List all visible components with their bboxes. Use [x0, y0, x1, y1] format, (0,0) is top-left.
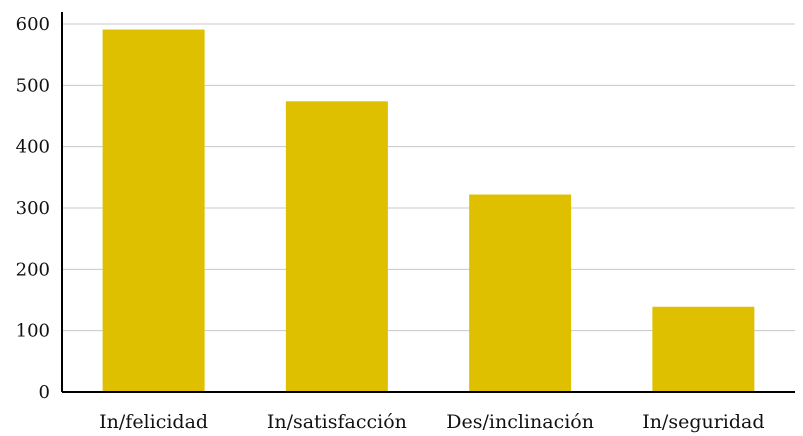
- bar: [469, 194, 572, 392]
- bar: [285, 101, 388, 392]
- x-category-label: In/felicidad: [99, 411, 208, 433]
- bars: [102, 29, 755, 393]
- y-tick-label: 200: [16, 259, 50, 280]
- y-tick-label: 400: [16, 137, 50, 158]
- y-tick-labels: 0 100 200 300 400 500 600: [16, 14, 50, 403]
- y-tick-label: 300: [16, 198, 50, 219]
- y-tick-label: 0: [39, 382, 50, 403]
- bar: [652, 306, 755, 392]
- y-tick-label: 600: [16, 14, 50, 35]
- bar: [102, 29, 205, 393]
- y-tick-label: 500: [16, 75, 50, 96]
- x-category-label: In/seguridad: [642, 411, 764, 433]
- axes: [61, 12, 795, 393]
- x-category-label: Des/inclinación: [446, 411, 594, 433]
- y-tick-label: 100: [16, 321, 50, 342]
- x-category-labels: In/felicidad In/satisfacción Des/inclinaci…: [99, 411, 764, 433]
- x-category-label: In/satisfacción: [267, 411, 407, 433]
